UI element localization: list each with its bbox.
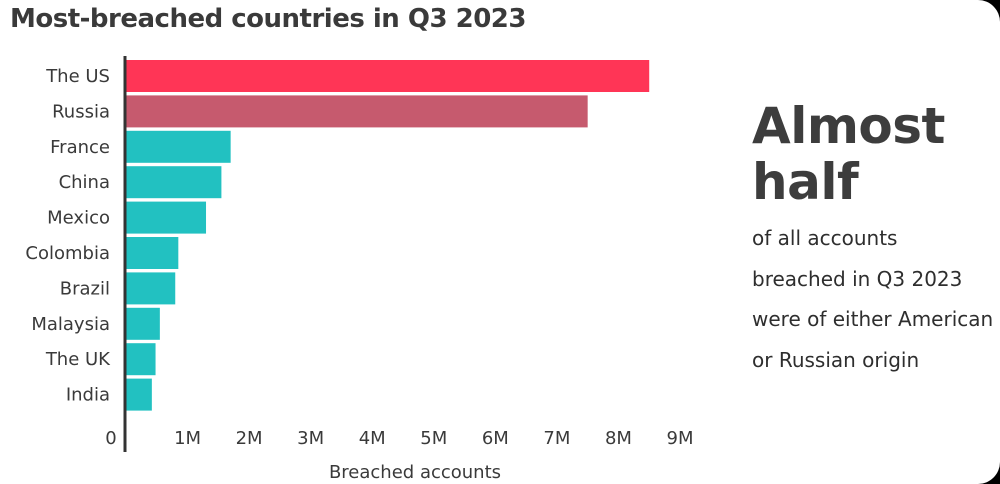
category-label-brazil: Brazil bbox=[60, 278, 110, 299]
callout-text: of all accounts breached in Q3 2023 were… bbox=[752, 226, 994, 372]
bar-colombia bbox=[126, 237, 179, 269]
x-tick-1m: 1M bbox=[174, 428, 201, 449]
x-tick-6m: 6M bbox=[482, 428, 509, 449]
bar-the-uk bbox=[126, 343, 156, 376]
x-tick-9m: 9M bbox=[667, 428, 694, 449]
x-tick-8m: 8M bbox=[605, 428, 632, 449]
category-label-russia: Russia bbox=[52, 101, 110, 122]
x-tick-labels: 0 1M 2M 3M 4M 5M 6M 7M 8M 9M bbox=[105, 428, 693, 449]
category-label-mexico: Mexico bbox=[47, 208, 110, 229]
category-label-china: China bbox=[59, 172, 110, 193]
category-label-the-uk: The UK bbox=[45, 349, 111, 370]
x-tick-3m: 3M bbox=[297, 428, 324, 449]
bar-china bbox=[126, 166, 222, 199]
category-label-india: India bbox=[66, 385, 110, 406]
bars-group bbox=[126, 60, 650, 411]
x-tick-2m: 2M bbox=[236, 428, 263, 449]
chart-title: Most-breached countries in Q3 2023 bbox=[10, 4, 526, 34]
x-tick-5m: 5M bbox=[420, 428, 447, 449]
callout: Almost half of all accounts breached in … bbox=[752, 98, 997, 380]
bar-russia bbox=[126, 95, 588, 128]
bar-chart: The US Russia France China Mexico Colombia Bra… bbox=[25, 56, 693, 483]
category-label-colombia: Colombia bbox=[25, 243, 110, 264]
bar-the-us bbox=[126, 60, 650, 92]
x-tick-4m: 4M bbox=[359, 428, 386, 449]
callout-headline: Almost half bbox=[752, 97, 945, 211]
category-label-malaysia: Malaysia bbox=[31, 314, 110, 335]
category-labels: The US Russia France China Mexico Colombia Bra… bbox=[25, 66, 111, 406]
bar-france bbox=[126, 130, 231, 163]
category-label-france: France bbox=[50, 137, 110, 158]
bar-india bbox=[126, 378, 152, 411]
bar-brazil bbox=[126, 272, 176, 305]
x-tick-0: 0 bbox=[105, 428, 116, 449]
bar-mexico bbox=[126, 201, 207, 234]
category-label-the-us: The US bbox=[45, 66, 110, 87]
bar-malaysia bbox=[126, 307, 160, 340]
x-tick-7m: 7M bbox=[543, 428, 570, 449]
x-axis-title: Breached accounts bbox=[329, 462, 501, 483]
